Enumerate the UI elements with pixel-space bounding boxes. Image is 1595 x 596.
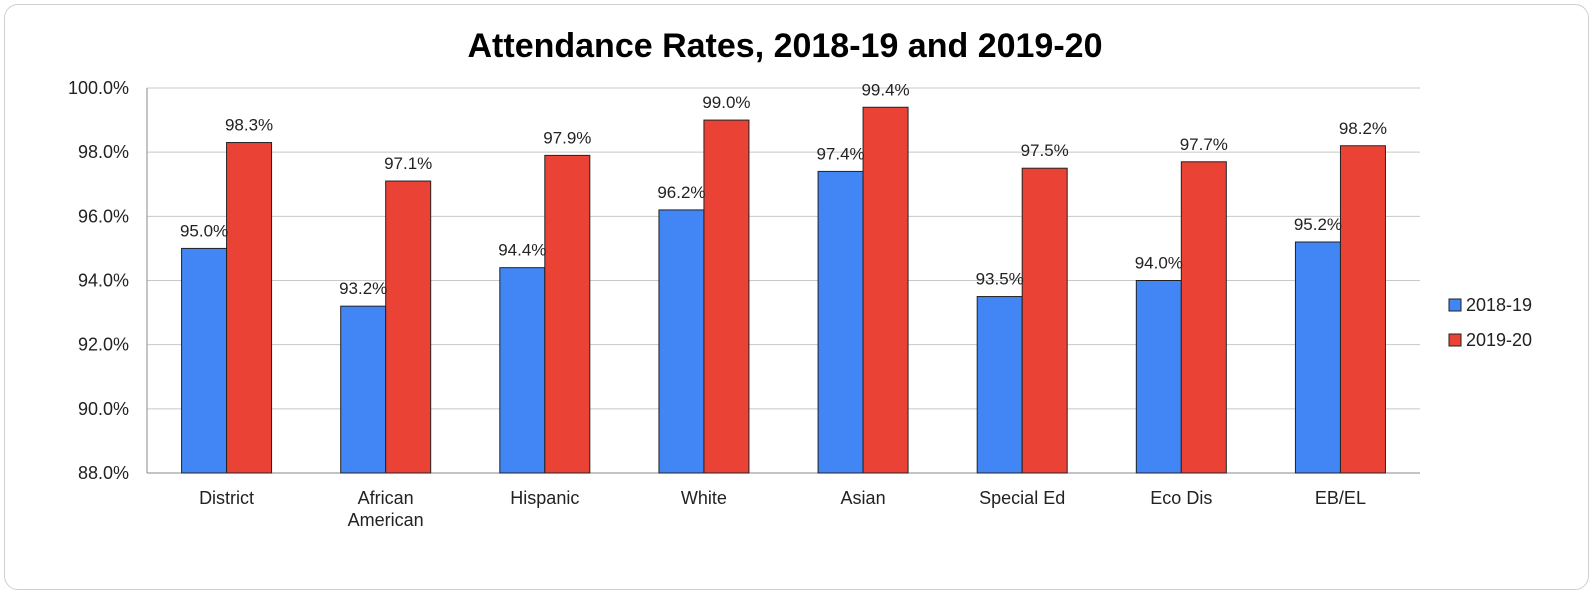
bar-2019-20-0 <box>226 142 273 474</box>
category-label: African American <box>348 488 424 530</box>
category-label: Asian <box>841 488 886 508</box>
bar-2019-20-2 <box>544 154 591 474</box>
bar-2019-20-6 <box>1180 161 1227 474</box>
data-label: 98.2% <box>1339 119 1387 138</box>
bar-2018-19-3 <box>658 209 705 474</box>
category-label: White <box>681 488 727 508</box>
x-axis-categories: District African American Hispanic White Asia… <box>199 488 1366 530</box>
data-label: 94.4% <box>498 241 546 260</box>
y-tick-label: 98.0% <box>78 142 129 162</box>
data-label: 98.3% <box>225 116 273 135</box>
bar-2018-19-4 <box>817 170 864 474</box>
y-tick-label: 90.0% <box>78 399 129 419</box>
data-label: 97.4% <box>816 144 864 163</box>
category-label: District <box>199 488 254 508</box>
y-tick-label: 100.0% <box>68 78 129 98</box>
bar-2019-20-7 <box>1339 145 1386 474</box>
bar-2019-20-3 <box>703 119 750 474</box>
data-label: 99.0% <box>702 93 750 112</box>
bar-2019-20-1 <box>385 180 432 474</box>
category-label: Special Ed <box>979 488 1065 508</box>
y-axis-ticks: 88.0% 90.0% 92.0% 94.0% 96.0% 98.0% 100.0% <box>68 78 129 483</box>
bar-2018-19-2 <box>499 267 546 474</box>
data-label: 97.7% <box>1180 135 1228 154</box>
category-label: Hispanic <box>510 488 579 508</box>
bar-2018-19-0 <box>181 247 228 474</box>
data-label: 95.0% <box>180 221 228 240</box>
category-label: EB/EL <box>1315 488 1366 508</box>
bar-2019-20-5 <box>1021 167 1068 474</box>
gridlines <box>146 87 1420 474</box>
y-tick-label: 96.0% <box>78 206 129 226</box>
legend-label: 2018-19 <box>1466 295 1532 315</box>
data-label: 97.1% <box>384 154 432 173</box>
bars <box>181 106 1386 474</box>
data-label: 96.2% <box>657 183 705 202</box>
legend-swatch <box>1448 333 1462 347</box>
data-label: 95.2% <box>1294 215 1342 234</box>
data-labels: 95.0% 98.3% 93.2% 97.1% 94.4% 97.9% 96.2% 99.0%… <box>180 80 1387 298</box>
data-label: 97.9% <box>543 128 591 147</box>
legend-label: 2019-20 <box>1466 330 1532 350</box>
bar-2018-19-7 <box>1294 241 1341 474</box>
bar-2018-19-6 <box>1135 280 1182 474</box>
y-tick-label: 92.0% <box>78 335 129 355</box>
legend-swatch <box>1448 298 1462 312</box>
y-tick-label: 94.0% <box>78 271 129 291</box>
bar-2019-20-4 <box>862 106 909 474</box>
data-label: 93.2% <box>339 279 387 298</box>
data-label: 93.5% <box>976 270 1024 289</box>
chart-title: Attendance Rates, 2018-19 and 2019-20 <box>468 27 1103 65</box>
data-label: 99.4% <box>861 80 909 99</box>
bar-2018-19-1 <box>340 305 387 474</box>
y-tick-label: 88.0% <box>78 463 129 483</box>
bar-2018-19-5 <box>976 296 1023 474</box>
category-label: Eco Dis <box>1150 488 1212 508</box>
legend: 2018-19 2019-20 <box>1448 295 1532 350</box>
data-label: 97.5% <box>1021 141 1069 160</box>
data-label: 94.0% <box>1135 254 1183 273</box>
